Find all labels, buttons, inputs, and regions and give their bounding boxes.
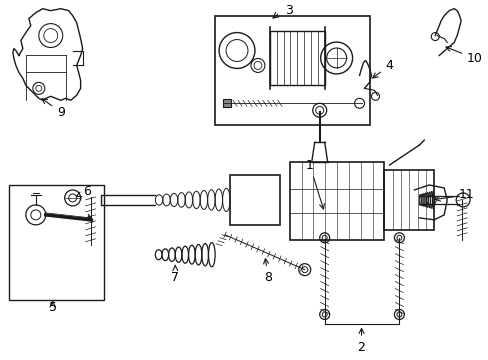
- Text: 10: 10: [445, 46, 482, 65]
- Bar: [384, 170, 433, 230]
- Bar: [223, 99, 230, 107]
- Text: 8: 8: [263, 259, 271, 284]
- Bar: [215, 15, 369, 125]
- Text: 7: 7: [171, 265, 179, 284]
- Text: 11: 11: [434, 188, 474, 202]
- Text: 2: 2: [357, 328, 365, 354]
- Text: 1: 1: [305, 158, 324, 209]
- Text: 4: 4: [372, 59, 392, 78]
- Bar: [9, 185, 103, 300]
- Bar: [289, 162, 384, 240]
- Bar: [229, 175, 279, 225]
- Text: 5: 5: [49, 301, 57, 314]
- Text: 6: 6: [76, 185, 90, 198]
- Text: 9: 9: [42, 99, 64, 119]
- Bar: [269, 31, 324, 85]
- Text: 3: 3: [285, 4, 292, 17]
